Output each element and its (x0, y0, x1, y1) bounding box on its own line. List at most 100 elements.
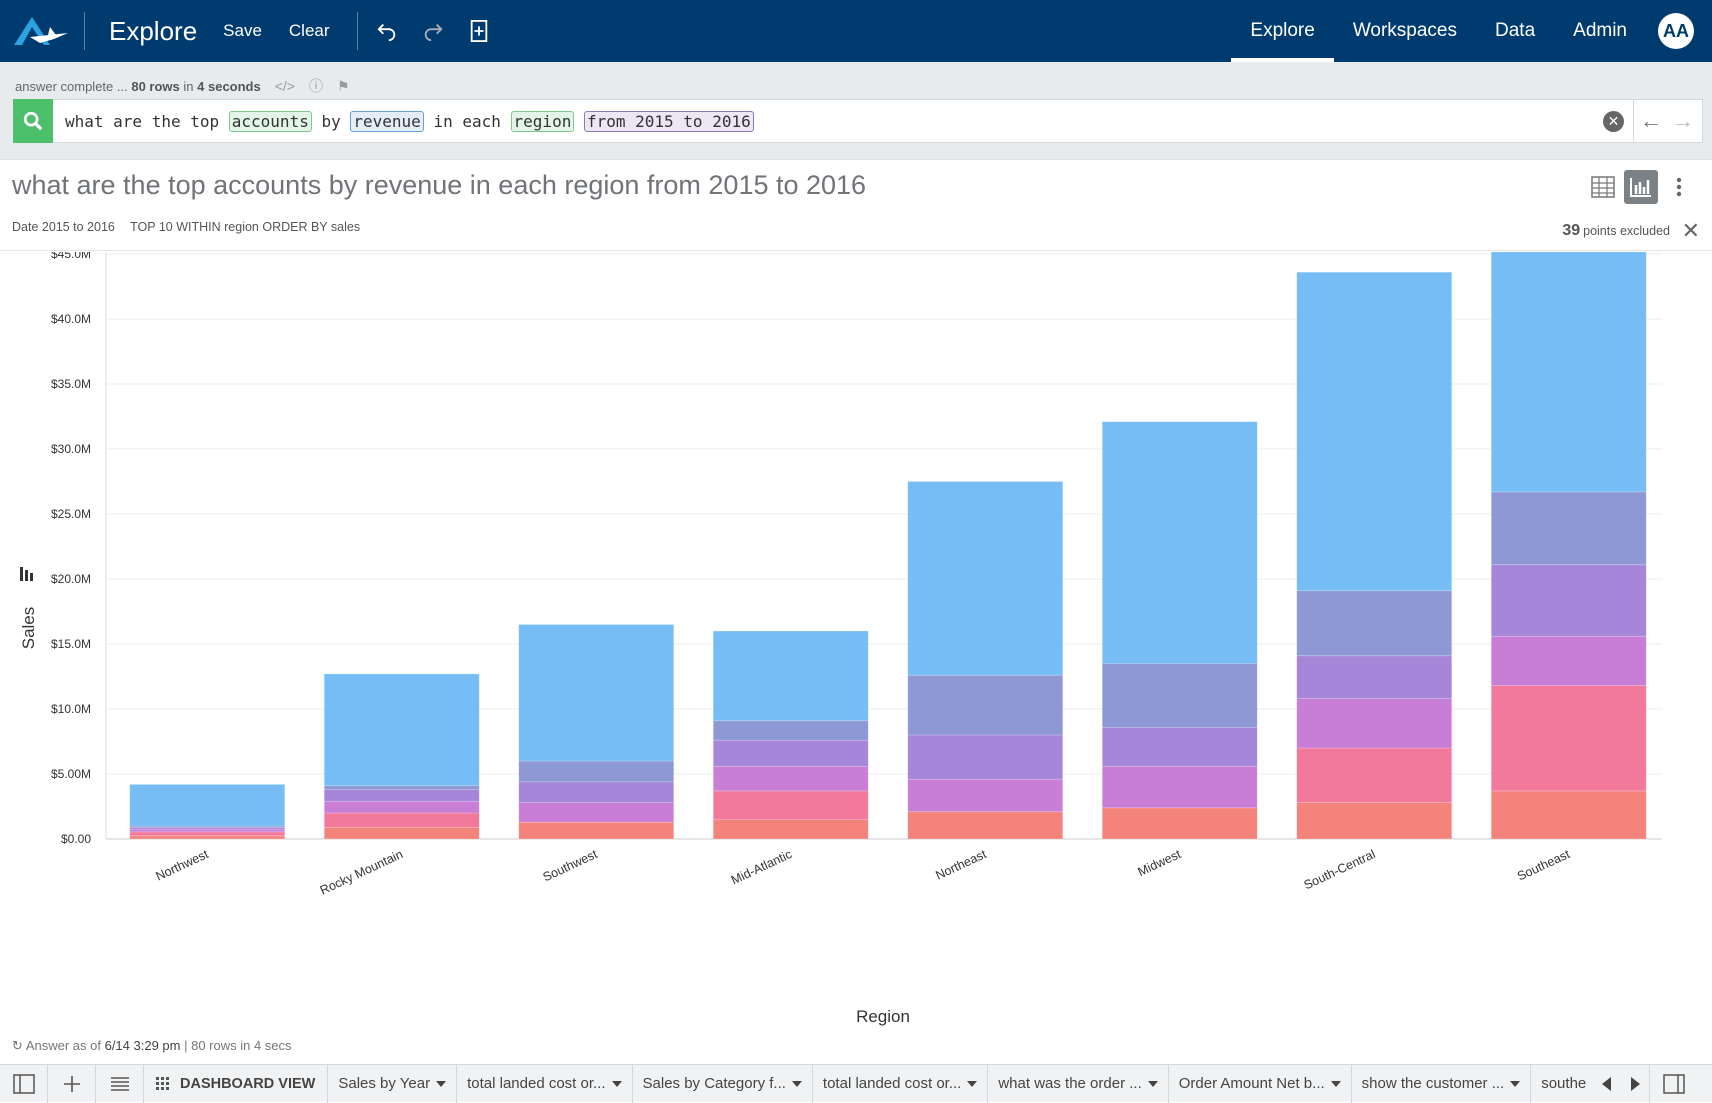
bar-segment[interactable] (712, 819, 869, 840)
more-options-icon[interactable] (1662, 170, 1696, 204)
bar-segment[interactable] (907, 674, 1064, 736)
bar-segment[interactable] (1296, 590, 1453, 657)
bar-segment[interactable] (1490, 635, 1647, 687)
bar-segment[interactable] (907, 734, 1064, 780)
bar-segment[interactable] (712, 739, 869, 767)
tab-order-amount-net[interactable]: Order Amount Net b... (1169, 1064, 1352, 1103)
info-icon[interactable]: ⓘ (308, 78, 323, 94)
bar-segment[interactable] (1296, 655, 1453, 700)
bar-stack-mid-atlantic[interactable] (712, 630, 869, 840)
chevron-down-icon (611, 1080, 622, 1087)
scroll-left-icon[interactable] (1593, 1065, 1621, 1103)
token-accounts[interactable]: accounts (228, 110, 312, 132)
search-bar[interactable]: what are the top accounts by revenue in … (13, 99, 1703, 143)
bar-segment[interactable] (1490, 685, 1647, 792)
bar-stack-south-central[interactable] (1296, 271, 1453, 840)
bar-segment[interactable] (712, 790, 869, 820)
bar-segment[interactable] (518, 802, 675, 823)
dashboard-view-tab[interactable]: DASHBOARD VIEW (144, 1064, 329, 1103)
nav-workspaces[interactable]: Workspaces (1352, 20, 1457, 41)
bar-segment[interactable] (518, 781, 675, 803)
bar-stack-rocky-mountain[interactable] (323, 673, 480, 840)
bar-segment[interactable] (129, 831, 286, 837)
undo-icon[interactable] (376, 20, 398, 42)
token-date-range[interactable]: from 2015 to 2016 (583, 110, 754, 132)
bar-segment[interactable] (518, 760, 675, 783)
tab-southeast[interactable]: southe (1531, 1065, 1593, 1103)
token-revenue[interactable]: revenue (350, 110, 424, 132)
clear-search-icon[interactable]: ✕ (1603, 111, 1624, 132)
add-tab-icon[interactable] (48, 1064, 96, 1103)
nav-explore[interactable]: Explore (1231, 0, 1335, 62)
bar-stack-northwest[interactable] (129, 784, 286, 840)
bar-segment[interactable] (907, 811, 1064, 840)
search-query[interactable]: what are the top accounts by revenue in … (65, 110, 754, 132)
answer-title[interactable]: what are the top accounts by revenue in … (12, 170, 867, 200)
bar-segment[interactable] (323, 789, 480, 802)
add-to-pinboard-icon[interactable] (468, 20, 490, 42)
bar-segment[interactable] (1490, 491, 1647, 566)
nav-admin[interactable]: Admin (1573, 20, 1627, 41)
panel-toggle-icon[interactable] (0, 1064, 48, 1103)
sort-icon[interactable] (20, 567, 33, 581)
tab-sales-by-category[interactable]: Sales by Category f... (633, 1064, 813, 1103)
tab-show-the-customer[interactable]: show the customer ... (1352, 1064, 1532, 1103)
bar-segment[interactable] (712, 765, 869, 792)
bar-segment[interactable] (1101, 663, 1258, 728)
x-axis: Northwest Rocky Mountain Southwest Mid-Atla… (154, 847, 1573, 898)
tab-sales-by-year[interactable]: Sales by Year (328, 1064, 458, 1103)
filter-topn[interactable]: TOP 10 WITHIN region ORDER BY sales (130, 220, 361, 234)
bar-stack-southwest[interactable] (518, 624, 675, 840)
bar-segment[interactable] (1101, 726, 1258, 767)
bar-segment[interactable] (1296, 698, 1453, 749)
bar-segment[interactable] (323, 785, 480, 791)
bar-stack-northeast[interactable] (907, 481, 1064, 840)
bar-segment[interactable] (518, 821, 675, 840)
bar-segment[interactable] (907, 481, 1064, 676)
bar-segment[interactable] (1490, 790, 1647, 840)
flag-icon[interactable]: ⚑ (336, 77, 350, 94)
bar-stack-southeast[interactable] (1490, 252, 1647, 840)
forward-arrow-icon[interactable]: → (1672, 108, 1694, 133)
bar-segment[interactable] (1296, 747, 1453, 803)
app-logo[interactable] (0, 0, 84, 62)
redo-icon[interactable] (422, 20, 444, 42)
refresh-icon[interactable]: ↻ (12, 1038, 23, 1053)
clear-button[interactable]: Clear (288, 21, 330, 40)
bar-segment[interactable] (323, 812, 480, 828)
sql-code-icon[interactable]: </> (274, 78, 295, 94)
user-avatar[interactable]: AA (1658, 13, 1694, 49)
search-button[interactable] (13, 99, 53, 143)
tab-total-landed-cost-2[interactable]: total landed cost or... (813, 1064, 989, 1103)
chart-view-icon[interactable] (1624, 170, 1658, 204)
nav-data[interactable]: Data (1495, 20, 1536, 41)
bar-segment[interactable] (712, 720, 869, 741)
bar-segment[interactable] (323, 800, 480, 814)
bar-stack-midwest[interactable] (1101, 421, 1258, 840)
bar-segment[interactable] (712, 630, 869, 722)
bar-segment[interactable] (129, 784, 286, 827)
bar-segment[interactable] (323, 673, 480, 787)
tab-what-was-the-order[interactable]: what was the order ... (988, 1064, 1169, 1103)
bar-segment[interactable] (323, 826, 480, 840)
tab-total-landed-cost-1[interactable]: total landed cost or... (457, 1064, 633, 1103)
bar-segment[interactable] (1296, 271, 1453, 592)
right-panel-toggle-icon[interactable] (1649, 1064, 1697, 1103)
scroll-right-icon[interactable] (1621, 1065, 1649, 1103)
save-button[interactable]: Save (223, 21, 262, 40)
list-view-icon[interactable] (96, 1064, 144, 1103)
bar-segment[interactable] (907, 778, 1064, 813)
bar-segment[interactable] (1101, 765, 1258, 809)
token-region[interactable]: region (510, 110, 575, 132)
bar-segment[interactable] (518, 624, 675, 762)
back-arrow-icon[interactable]: ← (1640, 108, 1662, 133)
bar-segment[interactable] (1490, 564, 1647, 637)
bar-segment[interactable] (1101, 807, 1258, 840)
filter-date[interactable]: Date 2015 to 2016 (12, 220, 115, 234)
bar-segment[interactable] (1296, 802, 1453, 840)
bar-segment[interactable] (1490, 252, 1647, 493)
bar-segment[interactable] (1101, 421, 1258, 664)
close-icon[interactable]: ✕ (1681, 218, 1700, 243)
table-view-icon[interactable] (1586, 170, 1620, 204)
bar-segment[interactable] (129, 835, 286, 840)
